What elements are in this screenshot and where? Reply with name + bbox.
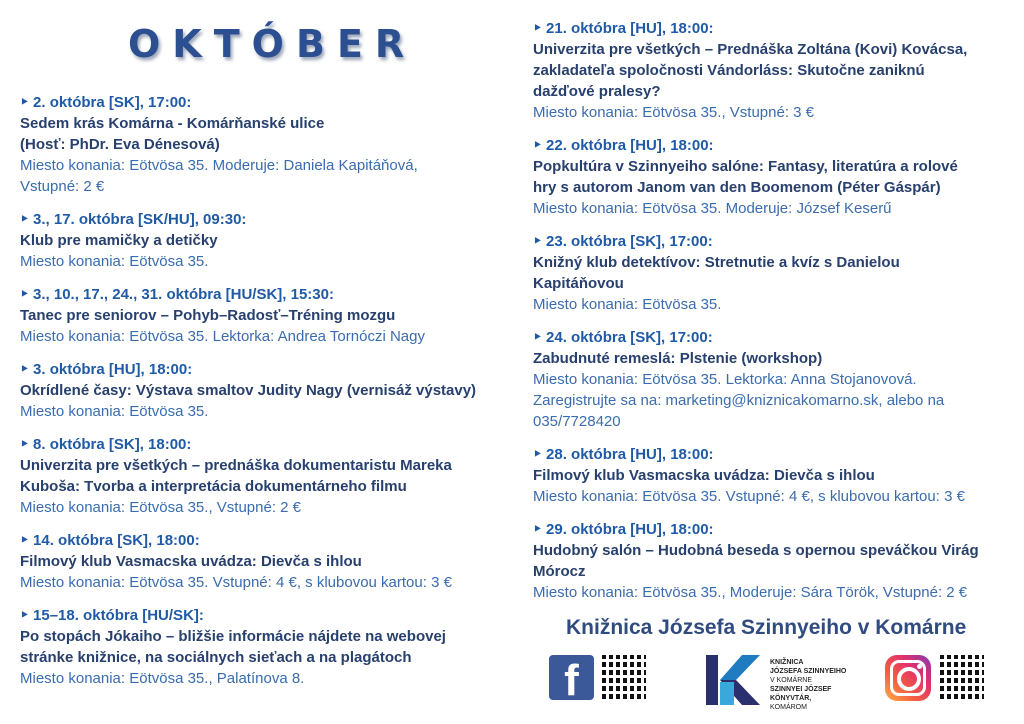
event-date: ‣ 29. októbra [HU], 18:00: xyxy=(533,521,714,538)
event-title: Filmový klub Vasmacska uvádza: Dievča s … xyxy=(533,467,875,484)
event-title: Filmový klub Vasmacska uvádza: Dievča s … xyxy=(20,553,362,570)
event-date: ‣ 2. októbra [SK], 17:00: xyxy=(20,94,192,111)
instagram-icon[interactable] xyxy=(885,655,931,701)
event-title: Popkultúra v Szinnyeiho salóne: Fantasy,… xyxy=(533,158,958,175)
event-title: Zabudnuté remeslá: Plstenie (workshop) xyxy=(533,350,823,367)
event-date: ‣ 3., 10., 17., 24., 31. októbra [HU/SK]… xyxy=(20,286,334,303)
library-logo-text: KNIŽNICA JÓZSEFA SZINNYEIHO V KOMÁRNE SZ… xyxy=(770,658,846,712)
event-details: Zaregistrujte sa na: marketing@kniznicak… xyxy=(533,392,945,409)
event-date: ‣ 24. októbra [SK], 17:00: xyxy=(533,329,713,346)
event-title: Okrídlené časy: Výstava smaltov Judity N… xyxy=(20,382,477,399)
event-date: ‣ 28. októbra [HU], 18:00: xyxy=(533,446,714,463)
event-title: Univerzita pre všetkých – Prednáška Zolt… xyxy=(533,41,968,58)
event-title: zakladateľa spoločnosti Vándorláss: Skut… xyxy=(533,62,925,79)
event-title: Knižný klub detektívov: Stretnutie a kví… xyxy=(533,254,900,271)
event-item: ‣ 21. októbra [HU], 18:00: Univerzita pre… xyxy=(533,18,1013,123)
event-item: ‣ 23. októbra [SK], 17:00: Knižný klub de… xyxy=(533,231,1013,315)
event-title: Univerzita pre všetkých – prednáška doku… xyxy=(20,457,452,474)
right-event-list: ‣ 21. októbra [HU], 18:00: Univerzita pre… xyxy=(533,18,1013,615)
logo-line: KOMÁROM xyxy=(770,704,807,711)
event-title: (Hosť: PhDr. Eva Dénesová) xyxy=(20,136,220,153)
event-item: ‣ 24. októbra [SK], 17:00: Zabudnuté reme… xyxy=(533,327,1013,432)
event-details: Miesto konania: Eötvösa 35. xyxy=(533,296,722,313)
facebook-icon[interactable]: f xyxy=(549,655,594,700)
event-details: Miesto konania: Eötvösa 35. Vstupné: 4 €… xyxy=(533,488,965,505)
event-details: Miesto konania: Eötvösa 35. xyxy=(20,253,209,270)
event-title: Sedem krás Komárna - Komárňanské ulice xyxy=(20,115,325,132)
event-title: Kuboša: Tvorba a interpretácia dokumentá… xyxy=(20,478,407,495)
event-item: ‣ 22. októbra [HU], 18:00: Popkultúra v S… xyxy=(533,135,1013,219)
event-date: ‣ 22. októbra [HU], 18:00: xyxy=(533,137,714,154)
event-title: hry s autorom Janom van den Boomenom (Pé… xyxy=(533,179,941,196)
event-details: Miesto konania: Eötvösa 35. Lektorka: An… xyxy=(533,371,917,388)
event-title: stránke knižnice, na sociálnych sieťach … xyxy=(20,649,412,666)
library-name: Knižnica Józsefa Szinnyeiho v Komárne xyxy=(566,616,967,639)
library-logo-icon xyxy=(706,655,760,705)
event-title: Po stopách Jókaiho – bližšie informácie … xyxy=(20,628,446,645)
event-details: Miesto konania: Eötvösa 35., Moderuje: S… xyxy=(533,584,968,601)
page-title: OKTÓBER xyxy=(128,22,417,66)
event-date: ‣ 23. októbra [SK], 17:00: xyxy=(533,233,713,250)
event-details: Miesto konania: Eötvösa 35., Vstupné: 3 … xyxy=(533,104,815,121)
event-details: Miesto konania: Eötvösa 35. Vstupné: 4 €… xyxy=(20,574,452,591)
logo-line: JÓZSEFA SZINNYEIHO xyxy=(770,668,847,675)
event-date: ‣ 8. októbra [SK], 18:00: xyxy=(20,436,192,453)
event-details: Miesto konania: Eötvösa 35. Lektorka: An… xyxy=(20,328,425,345)
event-item: ‣ 14. októbra [SK], 18:00: Filmový klub V… xyxy=(20,530,520,593)
logo-line: SZINNYEI JÓZSEF xyxy=(770,686,832,693)
event-item: ‣ 28. októbra [HU], 18:00: Filmový klub V… xyxy=(533,444,1013,507)
event-details: Miesto konania: Eötvösa 35. Moderuje: Jó… xyxy=(533,200,892,217)
event-item: ‣ 3., 10., 17., 24., 31. októbra [HU/SK]… xyxy=(20,284,520,347)
event-item: ‣ 8. októbra [SK], 18:00: Univerzita pre … xyxy=(20,434,520,518)
event-item: ‣ 29. októbra [HU], 18:00: Hudobný salón … xyxy=(533,519,1013,603)
event-date: ‣ 21. októbra [HU], 18:00: xyxy=(533,20,714,37)
event-title: Klub pre mamičky a detičky xyxy=(20,232,218,249)
event-title: Tanec pre seniorov – Pohyb–Radosť–Trénin… xyxy=(20,307,396,324)
event-details: Miesto konania: Eötvösa 35. xyxy=(20,403,209,420)
event-title: Hudobný salón – Hudobná beseda s opernou… xyxy=(533,542,979,559)
event-details: 035/7728420 xyxy=(533,413,621,430)
event-item: ‣ 2. októbra [SK], 17:00: Sedem krás Komá… xyxy=(20,92,520,197)
left-event-list: ‣ 2. októbra [SK], 17:00: Sedem krás Komá… xyxy=(20,92,520,701)
event-date: ‣ 3., 17. októbra [SK/HU], 09:30: xyxy=(20,211,247,228)
logo-line: KÖNYVTÁR, xyxy=(770,695,812,702)
event-item: ‣ 15–18. októbra [HU/SK]: Po stopách Jóka… xyxy=(20,605,520,689)
event-item: ‣ 3., 17. októbra [SK/HU], 09:30: Klub pr… xyxy=(20,209,520,272)
event-title: dažďové pralesy? xyxy=(533,83,661,100)
logo-line: V KOMÁRNE xyxy=(770,677,813,684)
event-title: Kapitáňovou xyxy=(533,275,624,292)
event-title: Mórocz xyxy=(533,563,586,580)
event-details: Miesto konania: Eötvösa 35. Moderuje: Da… xyxy=(20,157,418,174)
logo-line: KNIŽNICA xyxy=(770,659,804,666)
qr-code-icon xyxy=(602,655,646,699)
event-details: Miesto konania: Eötvösa 35., Palatínova … xyxy=(20,670,305,687)
event-date: ‣ 15–18. októbra [HU/SK]: xyxy=(20,607,204,624)
qr-code-icon xyxy=(940,655,984,699)
event-details: Vstupné: 2 € xyxy=(20,178,105,195)
event-item: ‣ 3. októbra [HU], 18:00: Okrídlené časy:… xyxy=(20,359,520,422)
event-date: ‣ 3. októbra [HU], 18:00: xyxy=(20,361,193,378)
event-details: Miesto konania: Eötvösa 35., Vstupné: 2 … xyxy=(20,499,302,516)
event-date: ‣ 14. októbra [SK], 18:00: xyxy=(20,532,200,549)
